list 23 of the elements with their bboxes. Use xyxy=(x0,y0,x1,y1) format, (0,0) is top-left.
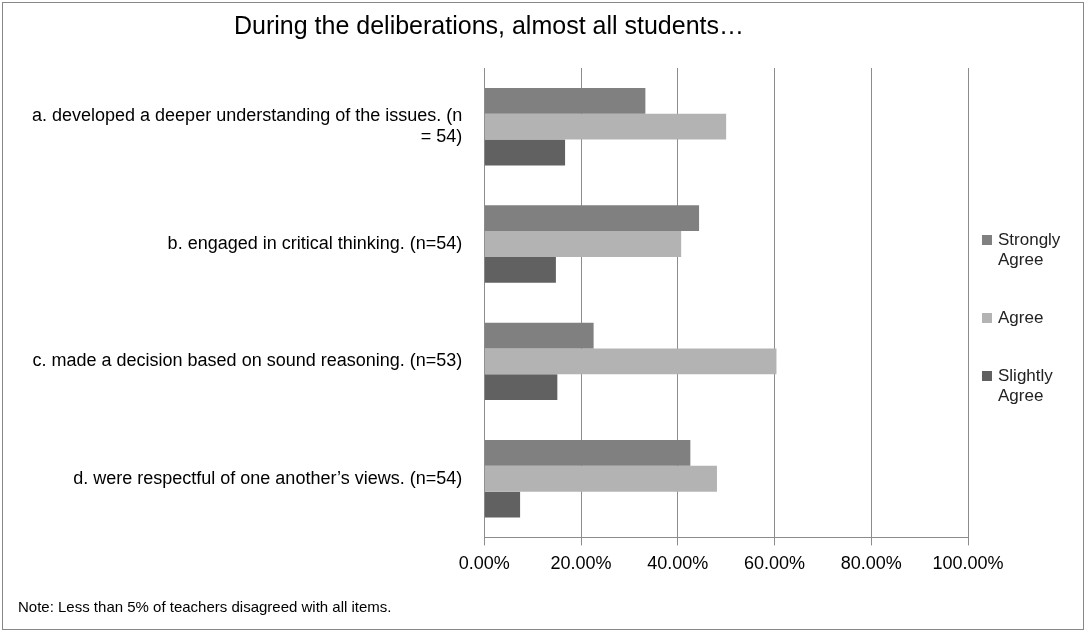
bar xyxy=(484,139,566,166)
bar xyxy=(484,465,717,492)
legend-label: Strongly Agree xyxy=(998,230,1062,270)
x-tick-label: 40.00% xyxy=(647,553,709,574)
legend-label: Slightly Agree xyxy=(998,366,1054,406)
bar xyxy=(484,374,558,401)
x-tick-label: 80.00% xyxy=(840,553,902,574)
x-tick-label: 20.00% xyxy=(550,553,612,574)
x-tick-label: 100.00% xyxy=(932,553,1004,574)
bar xyxy=(484,348,777,375)
bar xyxy=(484,256,556,283)
bar xyxy=(484,491,521,518)
bar xyxy=(484,113,727,140)
x-tick-label: 60.00% xyxy=(743,553,806,574)
text: Note: Less than 5% of teachers disagreed with all items. xyxy=(18,598,392,615)
x-tick-label: 0.00% xyxy=(458,553,510,574)
chart-title: During the deliberations, almost all students… xyxy=(234,10,744,39)
y-tick-label: b. engaged in critical thinking. (n=54) xyxy=(167,232,463,253)
legend-label: Agree xyxy=(998,308,1044,328)
y-tick-label: d. were respectful of one another’s views. (n=54) xyxy=(73,467,463,488)
y-tick-label: c. made a decision based on sound reasoning. (n=53) xyxy=(32,350,463,371)
y-tick-label: a. developed a deeper understanding of the issues. (n = 54) xyxy=(31,104,463,147)
bar xyxy=(484,231,682,257)
